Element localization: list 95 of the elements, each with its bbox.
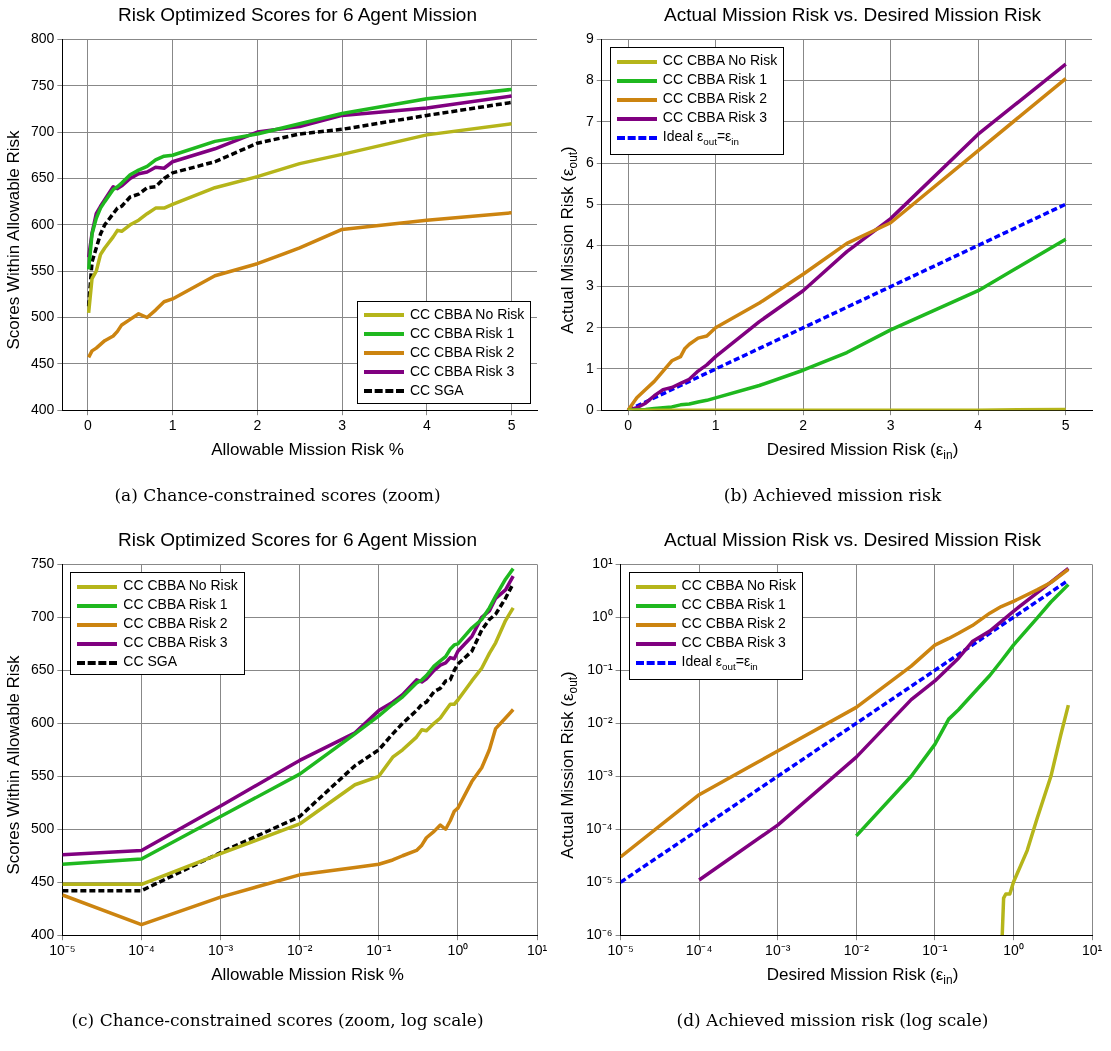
- legend-label: CC SGA: [122, 652, 179, 672]
- y-tick-label: 10⁻⁵: [586, 873, 613, 890]
- text: (c) Chance-constrained scores (zoom, log scale): [70, 1010, 485, 1030]
- x-axis-title: Desired Mission Risk (ε$_{in}$): [765, 440, 960, 463]
- y-tick-label: 450: [31, 354, 55, 371]
- x-tick-label: 10⁻²: [287, 942, 313, 959]
- x-tick-label: 5: [1061, 417, 1070, 434]
- legend-label: Ideal ε$_{out}$=ε$_{in}$: [680, 652, 759, 675]
- x-tick-label: 10⁻²: [843, 942, 870, 959]
- y-tick-label: 10⁻⁴: [585, 820, 613, 837]
- y-tick-label: 700: [31, 122, 55, 139]
- x-tick-label: 0: [624, 417, 633, 434]
- y-tick-label: 10⁰: [592, 608, 613, 625]
- y-tick-label: 9: [585, 30, 594, 47]
- legend-label: CC CBBA Risk 1: [661, 70, 769, 90]
- y-tick-label: 10⁻⁶: [586, 926, 613, 943]
- legend-label: CC SGA: [409, 381, 465, 401]
- y-tick-label: 3: [585, 277, 594, 294]
- y-tick-label: 2: [585, 318, 594, 335]
- y-tick-label: 4: [585, 236, 594, 253]
- legend-label: CC CBBA Risk 2: [661, 89, 769, 109]
- x-tick-label: 10⁻⁵: [49, 942, 76, 959]
- text: (a) Chance-constrained scores (zoom): [113, 485, 442, 505]
- x-tick-label: 10¹: [1081, 942, 1103, 959]
- x-tick-label: 10¹: [526, 942, 548, 959]
- y-tick-label: 400: [31, 926, 55, 943]
- y-tick-label: 500: [31, 308, 55, 325]
- legend-label: CC CBBA Risk 3: [122, 633, 229, 653]
- y-tick-label: 450: [31, 873, 55, 890]
- x-tick-label: 2: [799, 417, 808, 434]
- legend-label: CC CBBA Risk 1: [680, 595, 787, 615]
- legend-label: CC CBBA Risk 2: [122, 614, 229, 634]
- y-tick-label: 0: [585, 401, 594, 418]
- y-tick-label: 650: [31, 169, 55, 186]
- x-tick-label: 10⁻⁴: [685, 942, 713, 959]
- x-tick-label: 1: [168, 417, 177, 434]
- y-tick-label: 1: [585, 359, 594, 376]
- y-tick-label: 750: [31, 555, 55, 572]
- x-tick-label: 3: [338, 417, 347, 434]
- x-tick-label: 10⁻³: [765, 942, 791, 959]
- x-tick-label: 0: [83, 417, 92, 434]
- y-axis-title: Scores Within Allowable Risk: [4, 130, 24, 350]
- x-tick-label: 1: [711, 417, 720, 434]
- x-tick-label: 5: [507, 417, 516, 434]
- legend-label: CC CBBA Risk 3: [680, 633, 787, 653]
- y-tick-label: 650: [31, 661, 55, 678]
- y-tick-label: 6: [585, 153, 594, 170]
- y-tick-label: 600: [31, 714, 55, 731]
- y-tick-label: 7: [585, 112, 594, 129]
- legend-label: CC CBBA No Risk: [122, 576, 238, 596]
- legend-label: CC CBBA No Risk: [661, 51, 778, 71]
- x-tick-label: 10⁻⁵: [607, 942, 634, 959]
- legend-label: CC CBBA Risk 1: [122, 595, 229, 615]
- y-tick-label: 10⁻²: [587, 714, 613, 731]
- y-tick-label: 10¹: [592, 555, 613, 572]
- y-tick-label: 5: [585, 195, 594, 212]
- chart-title: Actual Mission Risk vs. Desired Mission Risk: [663, 4, 1042, 26]
- text: (b) Achieved mission risk: [722, 485, 943, 505]
- y-tick-label: 750: [31, 76, 55, 93]
- y-tick-label: 500: [31, 820, 55, 837]
- legend-label: Ideal ε$_{out}$=ε$_{in}$: [661, 127, 740, 150]
- y-tick-label: 800: [31, 30, 55, 47]
- x-tick-label: 10⁻⁴: [128, 942, 155, 959]
- x-tick-label: 4: [422, 417, 431, 434]
- y-tick-label: 550: [31, 767, 55, 784]
- x-tick-label: 10⁰: [447, 942, 469, 959]
- legend-label: CC CBBA Risk 3: [661, 108, 769, 128]
- chart-title: Risk Optimized Scores for 6 Agent Mission: [117, 529, 478, 551]
- x-tick-label: 4: [974, 417, 983, 434]
- y-tick-label: 400: [31, 401, 55, 418]
- legend-label: CC CBBA Risk 3: [409, 362, 516, 382]
- x-tick-label: 10⁻¹: [922, 942, 948, 959]
- x-axis-title: Allowable Mission Risk %: [210, 965, 405, 985]
- legend-label: CC CBBA No Risk: [409, 305, 525, 325]
- y-tick-label: 10⁻³: [587, 767, 613, 784]
- x-axis-title: Desired Mission Risk (ε$_{in}$): [765, 965, 960, 988]
- chart-title: Risk Optimized Scores for 6 Agent Mission: [117, 4, 478, 26]
- legend-label: CC CBBA Risk 1: [409, 324, 516, 344]
- x-tick-label: 10⁻¹: [366, 942, 392, 959]
- legend-label: CC CBBA Risk 2: [680, 614, 787, 634]
- x-tick-label: 10⁻³: [207, 942, 234, 959]
- x-tick-label: 2: [253, 417, 262, 434]
- x-tick-label: 3: [886, 417, 895, 434]
- y-tick-label: 10⁻¹: [587, 661, 613, 678]
- legend-label: CC CBBA Risk 2: [409, 343, 516, 363]
- y-tick-label: 8: [585, 71, 594, 88]
- x-axis-title: Allowable Mission Risk %: [210, 440, 405, 460]
- y-axis-title: Scores Within Allowable Risk: [4, 655, 24, 875]
- legend-label: CC CBBA No Risk: [680, 576, 796, 596]
- chart-title: Actual Mission Risk vs. Desired Mission Risk: [663, 529, 1042, 551]
- y-tick-label: 700: [31, 608, 55, 625]
- x-tick-label: 10⁰: [1003, 942, 1024, 959]
- text: (d) Achieved mission risk (log scale): [675, 1010, 990, 1030]
- y-tick-label: 600: [31, 215, 55, 232]
- y-tick-label: 550: [31, 262, 55, 279]
